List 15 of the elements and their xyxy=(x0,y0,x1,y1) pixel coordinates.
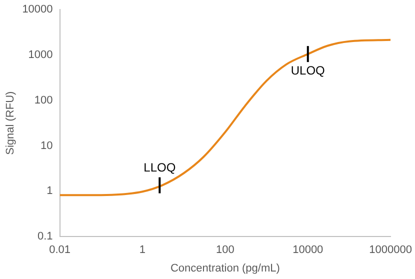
x-tick-label: 1 xyxy=(139,244,146,256)
x-tick-label: 10000 xyxy=(292,244,324,256)
annotation: ULOQ xyxy=(290,63,325,78)
x-tick-label: 0.01 xyxy=(49,244,70,256)
x-axis-title: Concentration (pg/mL) xyxy=(170,262,280,274)
y-tick-label: 10 xyxy=(40,140,53,152)
x-tick-label: 100 xyxy=(216,244,234,256)
y-tick-label: 1000 xyxy=(28,49,53,62)
y-tick-label: 1 xyxy=(46,185,53,198)
y-tick-label: 100 xyxy=(34,94,53,106)
x-tick-label: 1000000 xyxy=(369,244,412,256)
y-tick-label: 10000 xyxy=(22,4,53,16)
y-axis-title: Signal (RFU) xyxy=(4,91,17,155)
y-tick-label: 0.1 xyxy=(37,230,53,243)
annotation: LLOQ xyxy=(144,160,176,175)
